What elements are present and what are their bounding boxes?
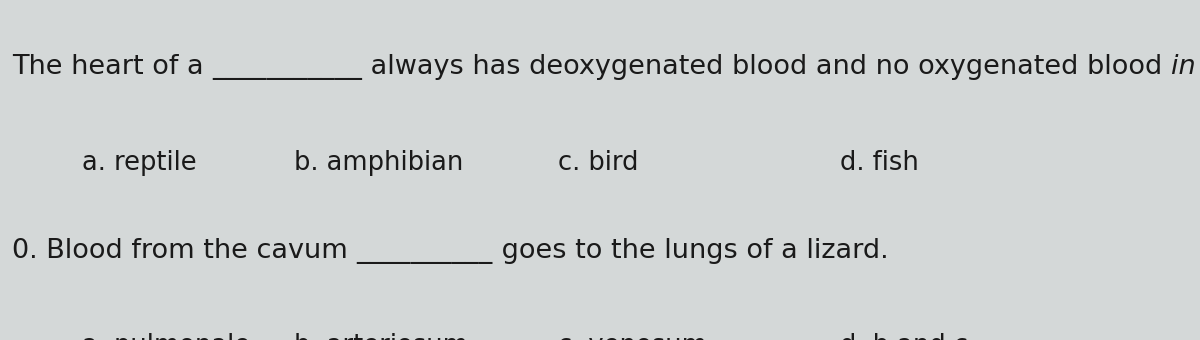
Text: b. arteriosum: b. arteriosum [294,333,468,340]
Text: always has deoxygenated blood and no oxygenated blood: always has deoxygenated blood and no oxy… [362,54,1171,80]
Text: ___________: ___________ [212,54,362,80]
Text: c. venosum: c. venosum [558,333,707,340]
Text: c. bird: c. bird [558,150,638,175]
Text: __________: __________ [356,238,493,264]
Text: 0. Blood from the cavum: 0. Blood from the cavum [12,238,356,264]
Text: d. b and c: d. b and c [840,333,968,340]
Text: in it.: in it. [1171,54,1200,80]
Text: goes to the lungs of a lizard.: goes to the lungs of a lizard. [493,238,888,264]
Text: The heart of a: The heart of a [12,54,212,80]
Text: a. pulmonale: a. pulmonale [82,333,250,340]
Text: d. fish: d. fish [840,150,919,175]
Text: b. amphibian: b. amphibian [294,150,463,175]
Text: a. reptile: a. reptile [82,150,197,175]
